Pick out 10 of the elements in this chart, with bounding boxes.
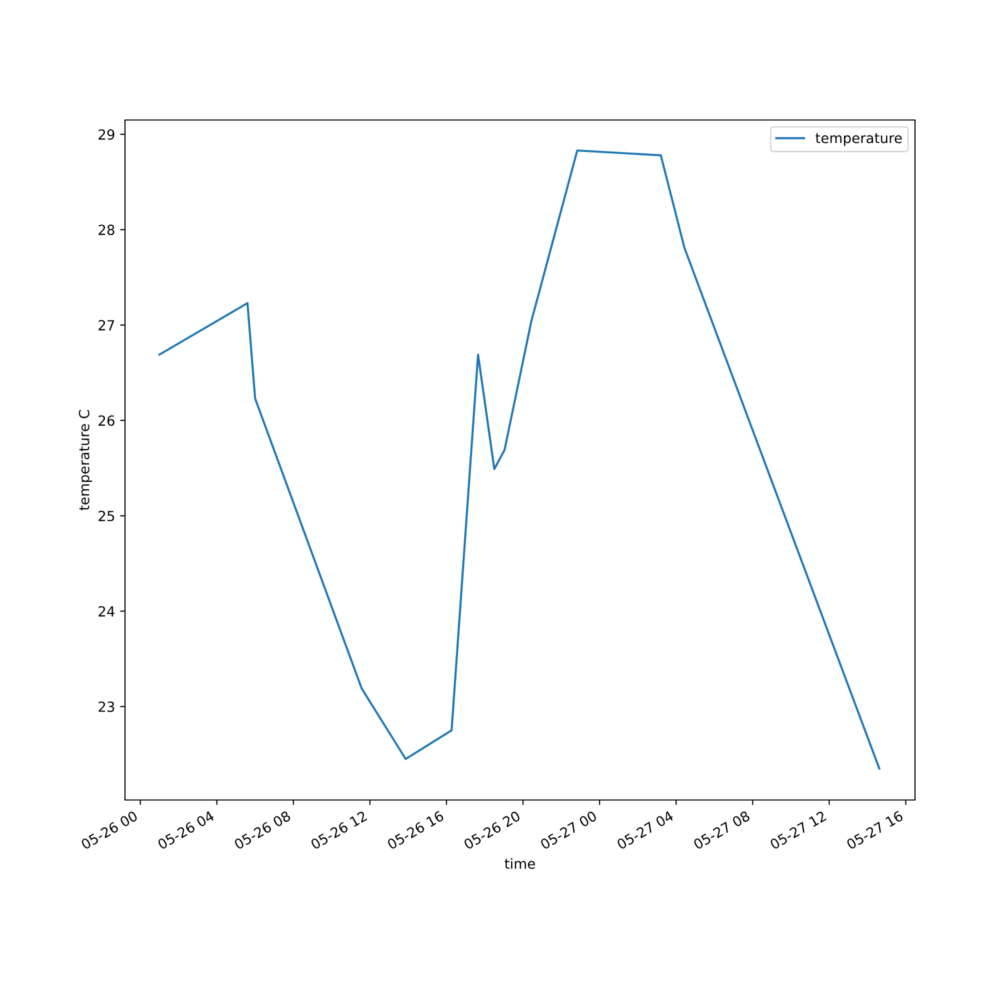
y-tick-label: 27 (98, 320, 114, 330)
y-tick-label: 26 (98, 415, 114, 426)
y-tick-label: 24 (98, 606, 114, 616)
y-tick-label: 29 (98, 129, 114, 140)
legend-label: temperature (816, 133, 902, 146)
x-axis-title: time (504, 858, 535, 869)
y-tick-label: 28 (98, 224, 114, 236)
y-tick-label: 23 (98, 702, 114, 712)
y-axis-title: temperature C (78, 410, 92, 510)
y-tick-label: 25 (98, 510, 114, 522)
